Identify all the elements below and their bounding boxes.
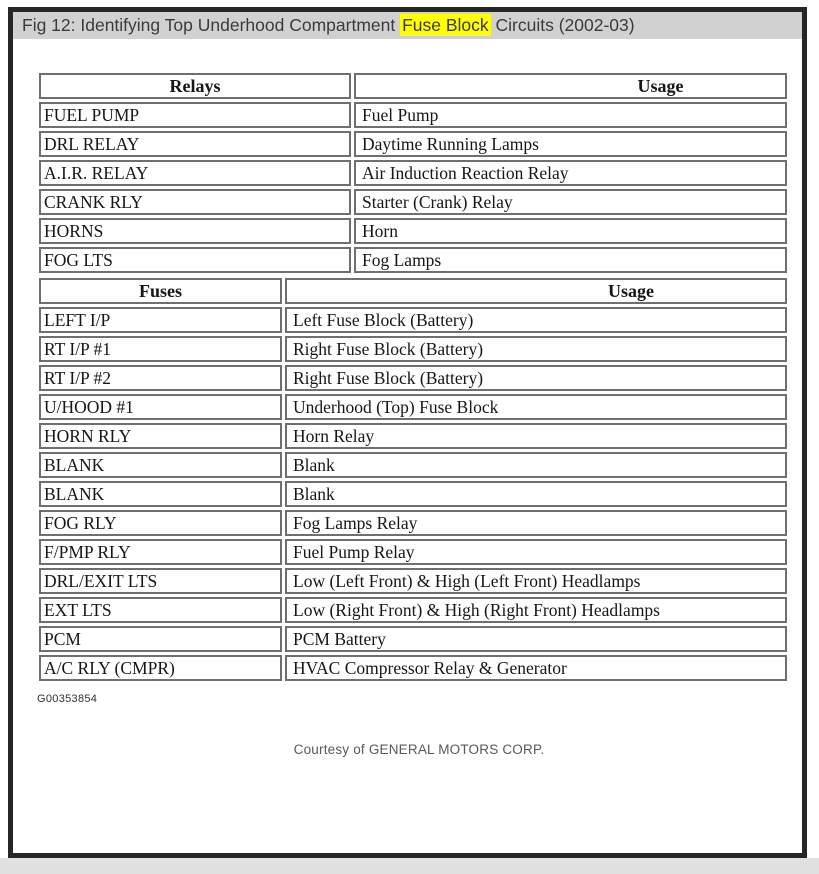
label-cell: A/C RLY (CMPR) (39, 655, 282, 681)
fuses-table: Fuses Usage LEFT I/P Left Fuse Block (Bat… (36, 275, 790, 684)
usage-cell: PCM Battery (285, 626, 787, 652)
label-cell: A.I.R. RELAY (39, 160, 351, 186)
table-row: BLANK Blank (39, 452, 787, 478)
label-cell: HORNS (39, 218, 351, 244)
usage-cell: Blank (285, 452, 787, 478)
usage-cell: Underhood (Top) Fuse Block (285, 394, 787, 420)
figure-title-bar: Fig 12: Identifying Top Underhood Compar… (13, 12, 802, 39)
table-row: HORN RLY Horn Relay (39, 423, 787, 449)
relays-header-row: Relays Usage (39, 73, 787, 99)
fuses-table-body: LEFT I/P Left Fuse Block (Battery) RT I/P … (39, 307, 787, 681)
label-cell: FOG LTS (39, 247, 351, 273)
table-row: F/PMP RLY Fuel Pump Relay (39, 539, 787, 565)
label-cell: LEFT I/P (39, 307, 282, 333)
figure-title-prefix: Fig 12: Identifying Top Underhood Compar… (22, 15, 401, 35)
table-row: FUEL PUMP Fuel Pump (39, 102, 787, 128)
label-cell: CRANK RLY (39, 189, 351, 215)
usage-column-header: Usage (354, 73, 787, 99)
table-row: HORNS Horn (39, 218, 787, 244)
table-row: RT I/P #2 Right Fuse Block (Battery) (39, 365, 787, 391)
label-cell: FOG RLY (39, 510, 282, 536)
usage-cell: Fog Lamps (354, 247, 787, 273)
label-cell: U/HOOD #1 (39, 394, 282, 420)
usage-cell: Starter (Crank) Relay (354, 189, 787, 215)
figure-title-suffix: Circuits (2002-03) (490, 15, 635, 35)
label-cell: FUEL PUMP (39, 102, 351, 128)
label-cell: BLANK (39, 481, 282, 507)
usage-cell: Left Fuse Block (Battery) (285, 307, 787, 333)
courtesy-line: Courtesy of GENERAL MOTORS CORP. (293, 742, 545, 757)
table-row: PCM PCM Battery (39, 626, 787, 652)
usage-cell: Air Induction Reaction Relay (354, 160, 787, 186)
table-row: EXT LTS Low (Right Front) & High (Right F… (39, 597, 787, 623)
relays-table: Relays Usage FUEL PUMP Fuel Pump DRL RELAY… (36, 70, 790, 276)
table-row: A.I.R. RELAY Air Induction Reaction Relay (39, 160, 787, 186)
fuses-header-row: Fuses Usage (39, 278, 787, 304)
usage-cell: Low (Right Front) & High (Right Front) H… (285, 597, 787, 623)
fuses-column-header: Fuses (39, 278, 282, 304)
usage-cell: Blank (285, 481, 787, 507)
table-row: FOG RLY Fog Lamps Relay (39, 510, 787, 536)
table-row: BLANK Blank (39, 481, 787, 507)
label-cell: DRL RELAY (39, 131, 351, 157)
usage-cell: Fuel Pump Relay (285, 539, 787, 565)
table-row: FOG LTS Fog Lamps (39, 247, 787, 273)
figure-id: G00353854 (37, 693, 98, 705)
figure-content: Relays Usage FUEL PUMP Fuel Pump DRL RELAY… (13, 39, 802, 757)
bottom-strip (0, 858, 819, 874)
table-row: RT I/P #1 Right Fuse Block (Battery) (39, 336, 787, 362)
usage-cell: Fuel Pump (354, 102, 787, 128)
relays-table-body: FUEL PUMP Fuel Pump DRL RELAY Daytime Runni… (39, 102, 787, 273)
usage-cell: Low (Left Front) & High (Left Front) Hea… (285, 568, 787, 594)
relays-column-header: Relays (39, 73, 351, 99)
usage-cell: Fog Lamps Relay (285, 510, 787, 536)
label-cell: PCM (39, 626, 282, 652)
label-cell: BLANK (39, 452, 282, 478)
label-cell: F/PMP RLY (39, 539, 282, 565)
usage-cell: Right Fuse Block (Battery) (285, 336, 787, 362)
table-row: CRANK RLY Starter (Crank) Relay (39, 189, 787, 215)
usage-cell: Horn (354, 218, 787, 244)
table-row: U/HOOD #1 Underhood (Top) Fuse Block (39, 394, 787, 420)
usage-column-header: Usage (285, 278, 787, 304)
usage-cell: Horn Relay (285, 423, 787, 449)
label-cell: DRL/EXIT LTS (39, 568, 282, 594)
table-row: LEFT I/P Left Fuse Block (Battery) (39, 307, 787, 333)
usage-cell: Right Fuse Block (Battery) (285, 365, 787, 391)
figure-title-highlight: Fuse Block (400, 14, 491, 36)
figure-frame: Fig 12: Identifying Top Underhood Compar… (8, 7, 807, 858)
table-row: DRL/EXIT LTS Low (Left Front) & High (Lef… (39, 568, 787, 594)
label-cell: HORN RLY (39, 423, 282, 449)
usage-cell: HVAC Compressor Relay & Generator (285, 655, 787, 681)
table-row: A/C RLY (CMPR) HVAC Compressor Relay & Ge… (39, 655, 787, 681)
table-row: DRL RELAY Daytime Running Lamps (39, 131, 787, 157)
usage-cell: Daytime Running Lamps (354, 131, 787, 157)
label-cell: RT I/P #2 (39, 365, 282, 391)
label-cell: RT I/P #1 (39, 336, 282, 362)
label-cell: EXT LTS (39, 597, 282, 623)
